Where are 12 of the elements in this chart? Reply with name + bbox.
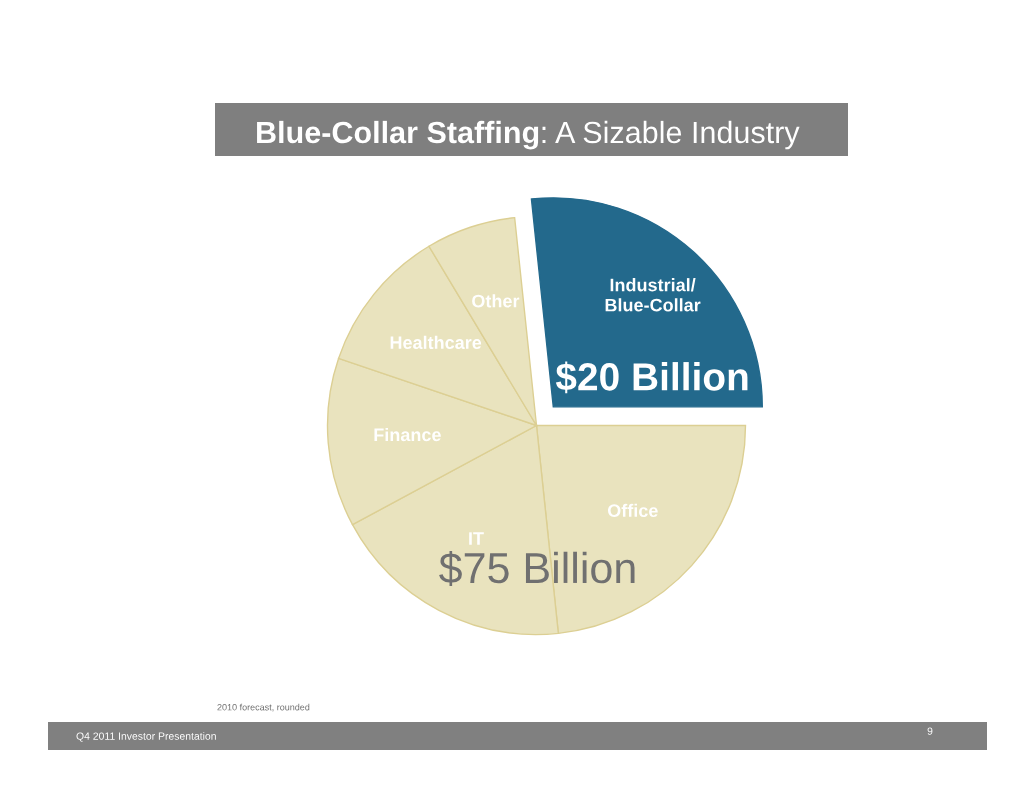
text: 2010 forecast, rounded <box>217 703 310 712</box>
slice-label: Office <box>607 503 658 518</box>
slice-label: IT <box>469 532 484 545</box>
slice-label: Healthcare <box>390 335 482 350</box>
slice-label: Finance <box>374 427 441 442</box>
slice-label: Other <box>472 294 520 308</box>
text: $75 Billion <box>439 551 635 586</box>
data-label: $20 Billion <box>555 361 748 394</box>
chart-title: Blue-Collar Staffing: A Sizable Industry <box>257 120 800 150</box>
text: 9 <box>927 727 933 735</box>
slice-label: Industrial/ Blue-Collar <box>605 278 701 312</box>
text: Q4 2011 Investor Presentation <box>76 732 216 742</box>
